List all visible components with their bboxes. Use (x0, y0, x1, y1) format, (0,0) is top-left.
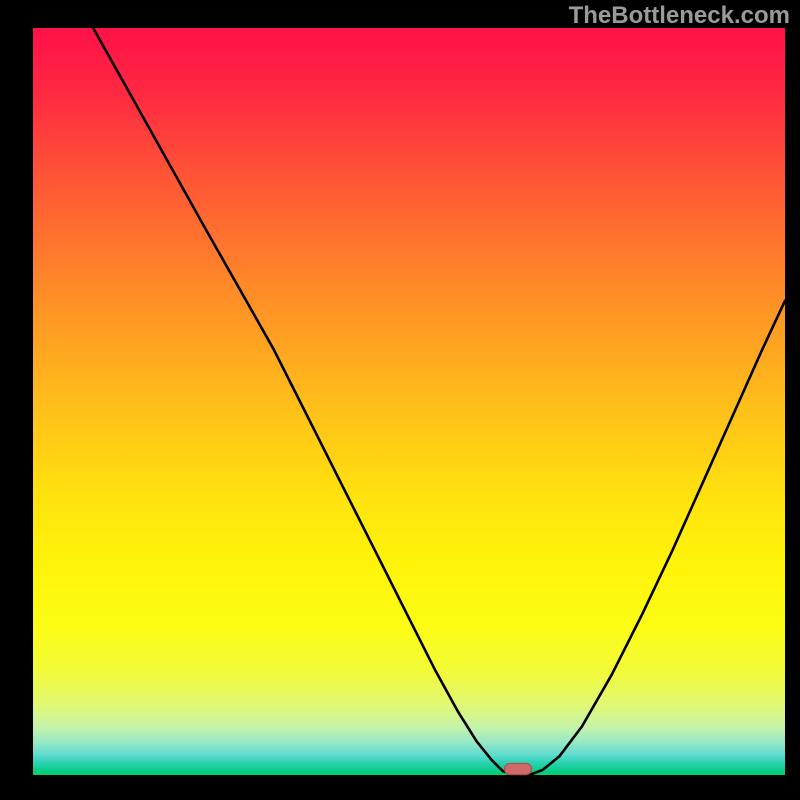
chart-frame: TheBottleneck.com (0, 0, 800, 800)
bottleneck-curve-chart (0, 0, 800, 800)
plot-background (33, 28, 785, 775)
optimum-marker (505, 763, 532, 774)
source-watermark: TheBottleneck.com (569, 2, 790, 30)
